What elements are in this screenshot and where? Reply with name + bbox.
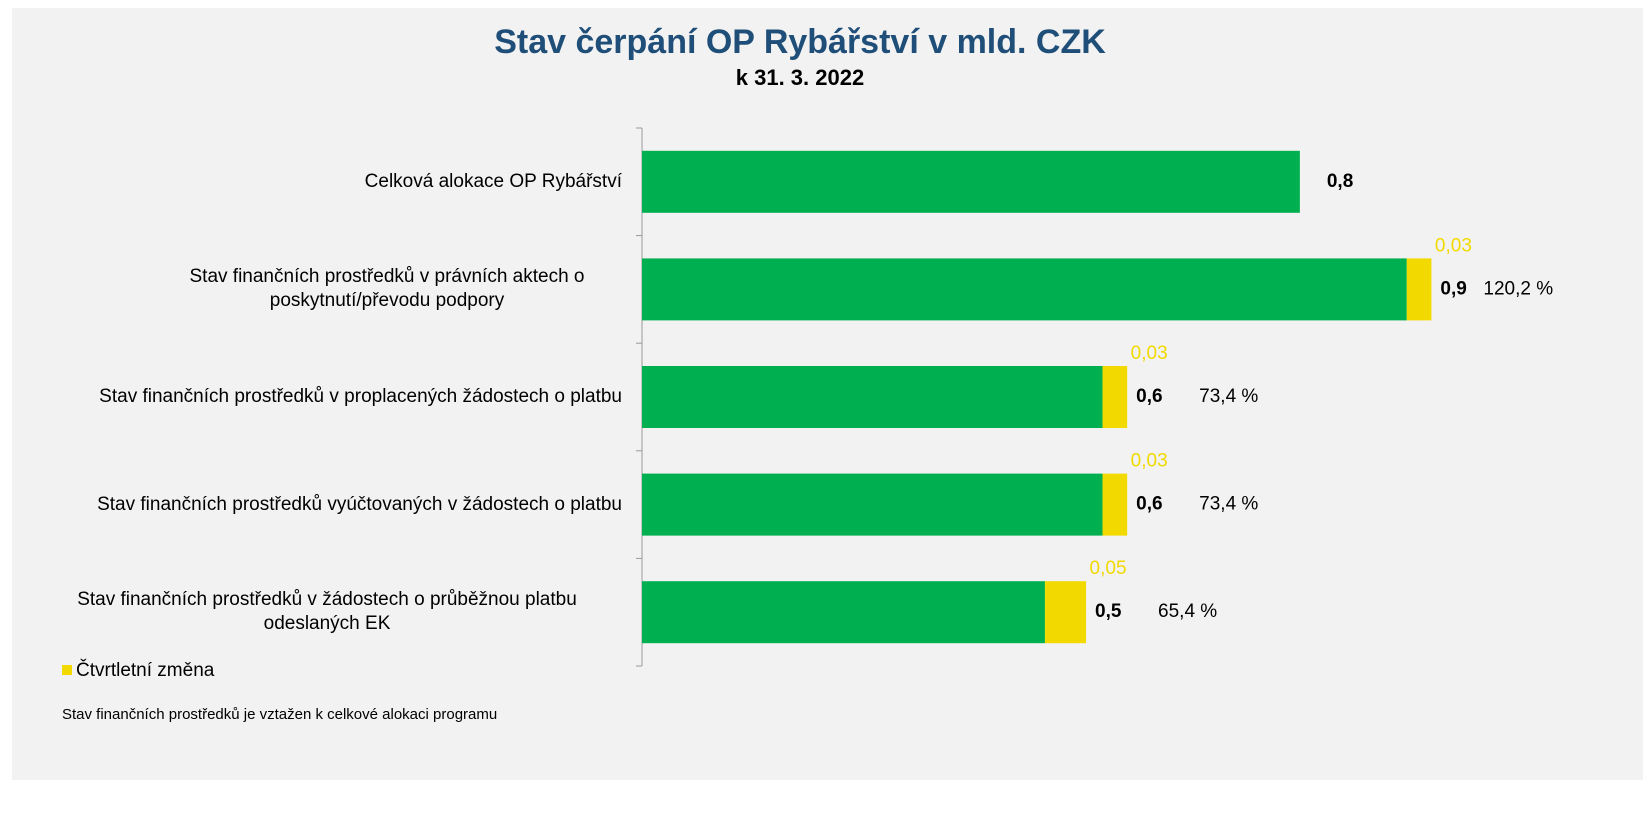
chart-title: Stav čerpání OP Rybářství v mld. CZK <box>494 23 1106 61</box>
bar-segment <box>1044 581 1087 644</box>
share-label: 65,4 % <box>1158 601 1217 622</box>
y-tick-label: Stav finančních prostředků vyúčtovaných … <box>97 493 622 515</box>
y-tick-label: Stav finančních prostředků v žádostech o… <box>77 589 577 635</box>
share-label: 120,2 % <box>1483 278 1553 299</box>
bar-segment <box>642 258 1407 321</box>
note: Stav finančních prostředků je vztažen k … <box>62 706 497 723</box>
value-label: 0,5 <box>1095 601 1122 622</box>
bar-segment <box>1406 258 1432 321</box>
chart-subtitle: k 31. 3. 2022 <box>736 65 864 90</box>
bar-segment <box>642 473 1103 536</box>
change-label: 0,03 <box>1131 451 1168 472</box>
value-label: 0,6 <box>1136 386 1162 407</box>
y-tick-label: Stav finančních prostředků v proplacenýc… <box>99 386 622 407</box>
bar-segment <box>1102 366 1128 428</box>
share-label: 73,4 % <box>1199 386 1258 407</box>
bar-segment <box>642 366 1103 428</box>
y-tick-label: Celková alokace OP Rybářství <box>364 170 622 192</box>
bar-segment <box>642 581 1045 644</box>
value-label: 0,6 <box>1136 494 1162 515</box>
value-label: 0,9 <box>1440 278 1466 299</box>
bar-segment <box>1102 473 1128 536</box>
value-label: 0,8 <box>1327 171 1353 192</box>
change-label: 0,05 <box>1090 558 1127 579</box>
share-label: 73,4 % <box>1199 494 1258 515</box>
legend-label: Čtvrtletní změna <box>76 659 215 681</box>
y-tick-label: Stav finančních prostředků v právních ak… <box>189 266 585 312</box>
bar-segment <box>642 150 1300 213</box>
legend-swatch <box>62 665 72 675</box>
change-label: 0,03 <box>1131 343 1168 364</box>
change-label: 0,03 <box>1435 235 1472 256</box>
